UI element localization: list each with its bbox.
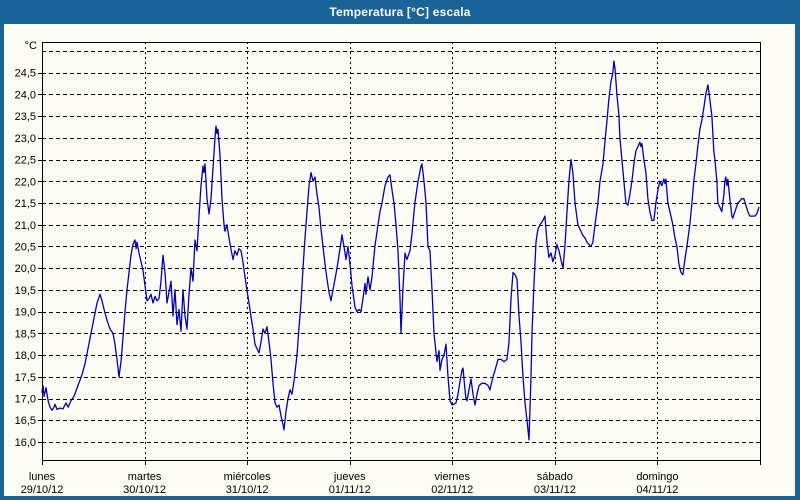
y-axis-tick-label: 22,5: [15, 155, 36, 167]
y-axis-tick-label: 24,5: [15, 68, 36, 80]
x-gridlines: [145, 42, 658, 460]
x-axis-date-label: 04/11/12: [636, 484, 678, 496]
y-axis-tick-label: 16,5: [15, 415, 36, 427]
x-axis-date-label: 31/10/12: [226, 484, 269, 496]
y-axis-tick-label: 17,0: [15, 394, 36, 406]
x-axis-day-label: miércoles: [224, 471, 272, 483]
y-axis-tick-label: 16,0: [15, 437, 36, 449]
x-axis-day-label: viernes: [435, 471, 471, 483]
y-axis-tick-label: 24,0: [15, 89, 36, 101]
x-axis-date-label: 30/10/12: [123, 484, 166, 496]
x-axis-day-label: martes: [128, 471, 162, 483]
y-gridlines: [42, 51, 760, 443]
x-axis-date-label: 29/10/12: [21, 484, 64, 496]
y-axis-tick-label: 18,0: [15, 350, 36, 362]
y-axis-tick-label: 20,5: [15, 241, 36, 253]
x-axis-day-label: sábado: [537, 471, 573, 483]
y-axis-tick-label: 22,0: [15, 176, 36, 188]
y-axis-tick-label: 20,0: [15, 263, 36, 275]
x-axis-date-label: 01/11/12: [329, 484, 371, 496]
x-axis-day-label: domingo: [636, 471, 678, 483]
temperature-line: [41, 60, 760, 441]
title-bar: Temperatura [°C] escala: [0, 0, 800, 24]
y-axis-unit-label: °C: [25, 40, 37, 52]
y-axis-tick-label: 19,5: [15, 285, 36, 297]
y-axis-tick-label: 21,0: [15, 220, 36, 232]
plot-border: [42, 42, 761, 461]
y-axis-tick-label: 17,5: [15, 372, 36, 384]
y-axis-tick-label: 23,0: [15, 133, 36, 145]
y-axis-tick-label: 19,0: [15, 307, 36, 319]
y-axis-tick-label: 21,5: [15, 198, 36, 210]
y-tick-labels: 24,5 24,0 23,5 23,0 22,5 22,0 21,5 21,0 20,5 20,0…: [15, 40, 42, 449]
y-axis-tick-label: 23,5: [15, 111, 36, 123]
x-axis-date-label: 02/11/12: [431, 484, 473, 496]
x-axis-day-label: jueves: [333, 471, 366, 483]
y-axis-tick-label: 18,5: [15, 328, 36, 340]
window-title: Temperatura [°C] escala: [329, 5, 471, 19]
chart-area: [4, 24, 795, 496]
x-axis-day-label: lunes: [29, 471, 56, 483]
x-axis-date-label: 03/11/12: [534, 484, 576, 496]
